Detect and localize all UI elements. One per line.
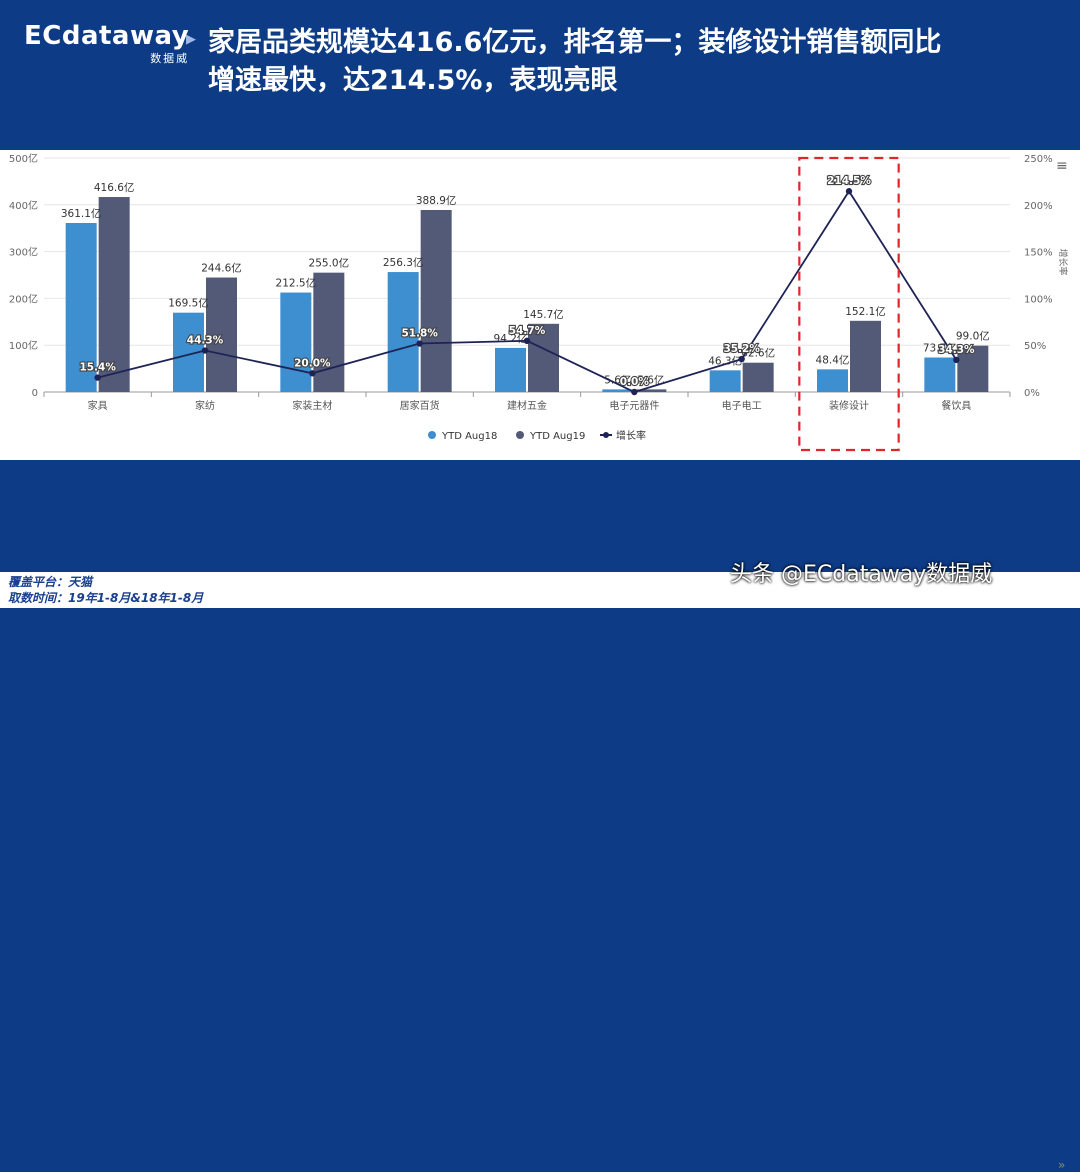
bar-ytd-aug18 — [65, 223, 97, 392]
bar-ytd-aug18 — [817, 369, 848, 392]
x-tick-label: 装修设计 — [829, 399, 869, 412]
bar-label-aug18: 361.1亿 — [61, 207, 102, 220]
bar-label-aug18: 46.3亿 — [708, 354, 742, 367]
y-right-tick: 250% — [1024, 154, 1053, 165]
bar-label-aug19: 255.0亿 — [309, 257, 350, 270]
legend-marker — [516, 431, 524, 439]
growth-rate-point — [523, 337, 531, 345]
x-tick-label: 居家百货 — [400, 399, 440, 412]
bar-ytd-aug19 — [528, 323, 559, 392]
footer-platform: 覆盖平台：天猫 — [8, 575, 93, 589]
x-tick-label: 家具 — [88, 399, 108, 412]
logo-sub: 数据威 — [150, 52, 190, 65]
bar-label-aug18: 73.7亿 — [923, 342, 957, 355]
legend-marker — [603, 432, 609, 438]
y-left-tick: 300亿 — [9, 246, 38, 259]
watermark: 头条 @ECdataway数据威 — [730, 562, 993, 587]
x-tick-label: 电子元器件 — [609, 399, 659, 412]
growth-rate-point — [738, 355, 745, 363]
bar-ytd-aug19 — [313, 272, 345, 392]
bar-label-aug19: 388.9亿 — [416, 194, 457, 207]
bar-ytd-aug19 — [98, 197, 130, 392]
bar-label-aug18: 212.5亿 — [276, 277, 317, 290]
chart-panel: 0 100亿 200亿 300亿 400亿 500亿 0% 50% 100% 150% 200% 25… — [0, 150, 1080, 460]
growth-rate-label: 44.3% — [187, 335, 224, 347]
growth-rate-point — [953, 356, 960, 364]
bar-label-aug19: 145.7亿 — [523, 308, 564, 321]
growth-rate-label: 35.2% — [723, 343, 760, 355]
growth-rate-label: 51.8% — [401, 328, 438, 340]
growth-rate-label: 20.0% — [294, 357, 331, 369]
bar-label-aug19: 5.6亿 — [637, 373, 664, 386]
combo-chart: 0 100亿 200亿 300亿 400亿 500亿 0% 50% 100% 150% 200% 25… — [9, 152, 1069, 452]
title-line-1: 家居品类规模达416.6亿元，排名第一；装修设计销售额同比 — [208, 27, 942, 58]
bar-ytd-aug19 — [206, 277, 237, 392]
bar-label-aug19: 244.6亿 — [201, 262, 242, 275]
bar-label-aug18: 48.4亿 — [816, 353, 850, 366]
growth-rate-label: 34.3% — [938, 344, 975, 356]
x-tick-label: 家纺 — [195, 399, 215, 412]
y-right-tick: 200% — [1024, 201, 1053, 212]
y-left-tick: 200亿 — [9, 292, 38, 305]
y-right-label: 增长率 — [1057, 248, 1069, 275]
bar-label-aug19: 99.0亿 — [956, 330, 990, 343]
title-line-2: 增速最快，达214.5%，表现亮眼 — [208, 65, 618, 96]
footer-notes: 覆盖平台：天猫 取数时间：19年1-8月&18年1-8月 — [8, 574, 203, 606]
logo: ECdataway 数据威 — [24, 22, 189, 66]
arrow-icon: ▶ — [186, 32, 196, 47]
bar-ytd-aug18 — [387, 272, 419, 392]
growth-rate-label: 214.5% — [827, 175, 871, 187]
legend-marker — [428, 431, 436, 439]
bar-ytd-aug19 — [635, 389, 667, 392]
y-right-tick: 100% — [1024, 294, 1053, 305]
y-right-tick: 0% — [1024, 388, 1040, 399]
growth-rate-label: 15.4% — [79, 362, 116, 374]
growth-rate-point — [94, 374, 101, 381]
x-tick-label: 家装主材 — [292, 399, 332, 412]
bar-label-aug19: 416.6亿 — [94, 181, 135, 194]
highlight-box — [798, 156, 900, 452]
growth-rate-label: 54.7% — [509, 325, 546, 337]
y-left-tick: 100亿 — [9, 339, 38, 352]
x-tick-label: 建材五金 — [507, 399, 547, 412]
growth-rate-point — [631, 388, 638, 396]
bar-ytd-aug18 — [924, 357, 956, 392]
bar-ytd-aug18 — [602, 389, 634, 392]
y-left-tick: 0 — [32, 388, 38, 399]
footer-period: 取数时间：19年1-8月&18年1-8月 — [8, 591, 204, 605]
growth-rate-point — [309, 370, 316, 377]
header-band: ECdataway 数据威 ▶ 家居品类规模达416.6亿元，排名第一；装修设计… — [0, 0, 1080, 150]
y-right-tick: 150% — [1024, 248, 1053, 259]
bar-ytd-aug19 — [850, 320, 881, 392]
x-tick-label: 餐饮具 — [941, 399, 971, 412]
growth-rate-point — [845, 188, 853, 195]
bar-ytd-aug19 — [420, 209, 452, 392]
footer: 覆盖平台：天猫 取数时间：19年1-8月&18年1-8月 » — [0, 572, 1080, 1172]
y-left-tick: 500亿 — [9, 152, 38, 165]
growth-rate-point — [416, 340, 423, 347]
legend-label: YTD Aug18 — [441, 431, 497, 442]
bar-label-aug18: 5.6亿 — [604, 373, 631, 386]
legend-label: YTD Aug19 — [529, 431, 585, 442]
y-right-tick: 50% — [1024, 341, 1046, 352]
bar-ytd-aug19 — [957, 345, 989, 392]
bar-ytd-aug19 — [742, 362, 774, 392]
menu-icon: ≡ — [1056, 158, 1068, 174]
y-left-tick: 400亿 — [9, 199, 38, 212]
bar-label-aug19: 152.1亿 — [845, 305, 886, 318]
growth-rate-point — [201, 347, 209, 354]
bar-ytd-aug18 — [280, 292, 312, 392]
bar-label-aug18: 169.5亿 — [168, 297, 209, 310]
legend-label: 增长率 — [616, 429, 646, 442]
page-title: 家居品类规模达416.6亿元，排名第一；装修设计销售额同比 增速最快，达214.… — [208, 24, 1068, 100]
bar-ytd-aug18 — [495, 347, 526, 392]
bar-label-aug19: 62.6亿 — [741, 347, 775, 360]
bar-label-aug18: 256.3亿 — [383, 256, 424, 269]
x-tick-label: 电子电工 — [722, 399, 762, 412]
next-page-icon[interactable]: » — [1058, 1158, 1066, 1172]
growth-rate-label: 0.0% — [620, 376, 650, 388]
bar-ytd-aug18 — [709, 370, 741, 392]
lower-band — [0, 460, 1080, 572]
logo-main: ECdataway — [24, 21, 190, 51]
